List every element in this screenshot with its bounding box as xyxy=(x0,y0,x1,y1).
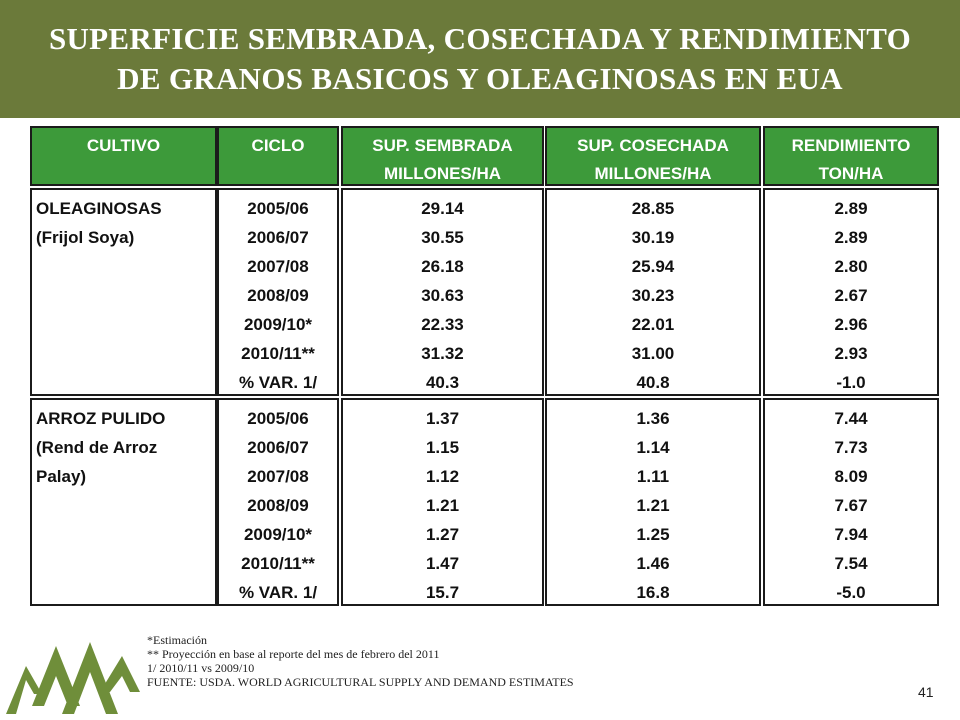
header-sup-cosechada: SUP. COSECHADA MILLONES/HA xyxy=(545,126,761,186)
sembrada-cell: 1.12 xyxy=(425,467,460,486)
header-ciclo: CICLO xyxy=(217,126,339,186)
cosechada-cell: 16.8 xyxy=(636,583,670,602)
cosechada-cell: 1.11 xyxy=(636,467,670,486)
cosechada-cell: 30.19 xyxy=(631,228,675,247)
sembrada-cell: 22.33 xyxy=(421,315,464,334)
ciclo-cell: 2008/09 xyxy=(247,286,309,305)
ciclo-cell: 2006/07 xyxy=(247,438,309,457)
ciclo-cell: 2007/08 xyxy=(247,257,309,276)
rendimiento-cell: -5.0 xyxy=(836,583,866,602)
footnote-variacion: 1/ 2010/11 vs 2009/10 xyxy=(147,661,255,675)
group-oleaginosas-rendimiento: 2.89 2.89 2.80 2.67 2.96 2.93 -1.0 xyxy=(763,188,939,396)
ciclo-cell: % VAR. 1/ xyxy=(238,373,318,392)
logo-shape xyxy=(6,642,140,714)
ciclo-cell: 2009/10* xyxy=(243,315,313,334)
group-arroz-ciclo: 2005/06 2006/07 2007/08 2008/09 2009/10*… xyxy=(217,398,339,606)
group-arroz-rendimiento: 7.44 7.73 8.09 7.67 7.94 7.54 -5.0 xyxy=(763,398,939,606)
ciclo-cell: 2007/08 xyxy=(247,467,309,486)
title-line-2: DE GRANOS BASICOS Y OLEAGINOSAS EN EUA xyxy=(117,61,843,96)
sembrada-cell: 29.14 xyxy=(421,199,464,218)
ciclo-cell: 2009/10* xyxy=(243,525,313,544)
cosechada-cell: 28.85 xyxy=(631,199,675,218)
page-number: 41 xyxy=(918,684,934,700)
sembrada-cell: 30.63 xyxy=(421,286,464,305)
ciclo-cell: 2005/06 xyxy=(247,199,309,218)
title-bar: SUPERFICIE SEMBRADA, COSECHADA Y RENDIMI… xyxy=(0,0,960,118)
header-rendimiento-label-1: RENDIMIENTO xyxy=(791,136,911,155)
crop-name: ARROZ PULIDO xyxy=(36,409,166,428)
sembrada-cell: 1.37 xyxy=(425,409,460,428)
rendimiento-cell: 7.54 xyxy=(834,554,868,573)
header-ciclo-label: CICLO xyxy=(251,136,305,155)
header-rendimiento: RENDIMIENTO TON/HA xyxy=(763,126,939,186)
group-oleaginosas-crop: OLEAGINOSAS (Frijol Soya) xyxy=(30,188,217,396)
header-sup-sembrada-label-1: SUP. SEMBRADA xyxy=(372,136,513,155)
cosechada-cell: 1.46 xyxy=(636,554,670,573)
footnote-proyeccion: ** Proyección en base al reporte del mes… xyxy=(147,647,440,661)
ciclo-cell: 2005/06 xyxy=(247,409,309,428)
sembrada-cell: 1.21 xyxy=(425,496,460,515)
rendimiento-cell: -1.0 xyxy=(836,373,866,392)
sembrada-cell: 40.3 xyxy=(425,373,460,392)
rendimiento-cell: 2.89 xyxy=(834,199,868,218)
sembrada-cell: 31.32 xyxy=(421,344,464,363)
header-sup-sembrada-label-2: MILLONES/HA xyxy=(383,164,502,183)
cosechada-cell: 1.36 xyxy=(636,409,670,428)
ciclo-cell: % VAR. 1/ xyxy=(238,583,318,602)
footnote-estimacion: *Estimación xyxy=(147,633,207,647)
cosechada-cell: 25.94 xyxy=(631,257,675,276)
cosechada-cell: 1.14 xyxy=(636,438,670,457)
sembrada-cell: 1.15 xyxy=(425,438,460,457)
rendimiento-cell: 2.67 xyxy=(834,286,868,305)
group-oleaginosas-cosechada: 28.85 30.19 25.94 30.23 22.01 31.00 40.8 xyxy=(545,188,761,396)
rendimiento-cell: 2.93 xyxy=(834,344,868,363)
cosechada-cell: 1.21 xyxy=(636,496,670,515)
sembrada-cell: 1.27 xyxy=(425,525,460,544)
rendimiento-cell: 2.89 xyxy=(834,228,868,247)
header-cultivo: CULTIVO xyxy=(30,126,217,186)
ciclo-cell: 2010/11** xyxy=(241,344,315,363)
cosechada-cell: 30.23 xyxy=(631,286,675,305)
rendimiento-cell: 7.73 xyxy=(834,438,868,457)
crop-subname: (Frijol Soya) xyxy=(36,228,135,247)
rendimiento-cell: 2.80 xyxy=(834,257,868,276)
cosechada-cell: 22.01 xyxy=(631,315,675,334)
rendimiento-cell: 7.44 xyxy=(834,409,868,428)
footnotes: *Estimación ** Proyección en base al rep… xyxy=(147,633,574,689)
rendimiento-cell: 2.96 xyxy=(834,315,868,334)
header-sup-sembrada: SUP. SEMBRADA MILLONES/HA xyxy=(341,126,544,186)
group-oleaginosas-ciclo: 2005/06 2006/07 2007/08 2008/09 2009/10*… xyxy=(217,188,339,396)
crop-name: OLEAGINOSAS xyxy=(36,199,162,218)
cosechada-cell: 40.8 xyxy=(636,373,670,392)
rendimiento-cell: 7.67 xyxy=(834,496,868,515)
group-arroz-sembrada: 1.37 1.15 1.12 1.21 1.27 1.47 15.7 xyxy=(341,398,544,606)
footnote-fuente: FUENTE: USDA. WORLD AGRICULTURAL SUPPLY … xyxy=(147,675,574,689)
sembrada-cell: 1.47 xyxy=(425,554,460,573)
crop-subname: (Rend de Arroz xyxy=(36,438,158,457)
group-oleaginosas-sembrada: 29.14 30.55 26.18 30.63 22.33 31.32 40.3 xyxy=(341,188,544,396)
cosechada-cell: 31.00 xyxy=(631,344,675,363)
group-arroz-cosechada: 1.36 1.14 1.11 1.21 1.25 1.46 16.8 xyxy=(545,398,761,606)
ciclo-cell: 2008/09 xyxy=(247,496,309,515)
header-cultivo-label: CULTIVO xyxy=(86,136,161,155)
sembrada-cell: 26.18 xyxy=(421,257,464,276)
header-rendimiento-label-2: TON/HA xyxy=(818,164,884,183)
ciclo-cell: 2010/11** xyxy=(241,554,315,573)
cosechada-cell: 1.25 xyxy=(636,525,670,544)
header-sup-cosechada-label-1: SUP. COSECHADA xyxy=(577,136,729,155)
rendimiento-cell: 8.09 xyxy=(834,467,868,486)
title-line-1: SUPERFICIE SEMBRADA, COSECHADA Y RENDIMI… xyxy=(48,21,912,56)
ciclo-cell: 2006/07 xyxy=(247,228,309,247)
header-sup-cosechada-label-2: MILLONES/HA xyxy=(594,164,712,183)
organization-logo xyxy=(6,642,140,714)
sembrada-cell: 15.7 xyxy=(425,583,460,602)
sembrada-cell: 30.55 xyxy=(421,228,464,247)
crop-subname: Palay) xyxy=(36,467,87,486)
group-arroz-crop: ARROZ PULIDO (Rend de Arroz Palay) xyxy=(30,398,217,606)
rendimiento-cell: 7.94 xyxy=(834,525,868,544)
